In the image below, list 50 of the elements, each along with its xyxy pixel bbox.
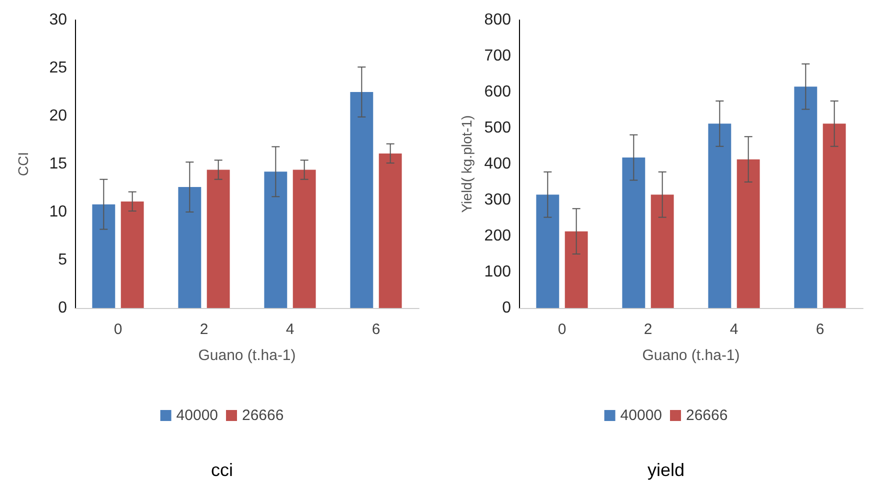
y-tick-label: 30 (49, 12, 68, 28)
y-tick-label: 300 (484, 192, 512, 208)
bar (264, 172, 288, 308)
bar (120, 201, 144, 308)
bar (622, 158, 646, 308)
y-axis-title: Yield( kg.plot-1) (458, 115, 474, 213)
x-tick-label: 4 (730, 321, 738, 338)
x-axis-title: Guano (t.ha-1) (642, 347, 740, 364)
bar (292, 170, 316, 308)
bar (536, 194, 560, 308)
legend-label: 40000 (176, 407, 218, 424)
x-tick-label: 6 (816, 321, 824, 338)
y-tick-label: 25 (49, 60, 68, 76)
bar (378, 153, 402, 308)
y-tick-label: 100 (484, 264, 512, 280)
y-tick-label: 200 (484, 228, 512, 244)
y-axis-title: CCI (15, 152, 31, 176)
bar (564, 231, 588, 308)
text: yield (647, 460, 685, 480)
bar (92, 204, 116, 308)
y-tick-label: 0 (502, 300, 512, 316)
bar (822, 124, 846, 308)
y-tick-label: 500 (484, 120, 512, 136)
bar (794, 86, 818, 308)
x-tick-label: 2 (644, 321, 652, 338)
x-tick-label: 4 (286, 321, 294, 338)
y-tick-label: 400 (484, 156, 512, 172)
bar (178, 187, 202, 308)
y-tick-label: 800 (484, 12, 512, 28)
bar (206, 170, 230, 308)
y-tick-label: 10 (49, 204, 68, 220)
y-tick-label: 700 (484, 48, 512, 64)
x-tick-label: 0 (114, 321, 122, 338)
legend-label: 40000 (620, 407, 662, 424)
x-tick-label: 0 (558, 321, 566, 338)
y-tick-label: 15 (49, 156, 68, 172)
bar (350, 92, 374, 308)
x-axis-title: Guano (t.ha-1) (198, 347, 296, 364)
bar (736, 159, 760, 308)
y-tick-label: 20 (49, 108, 68, 124)
y-tick-label: 600 (484, 84, 512, 100)
bar (708, 124, 732, 308)
y-tick-label: 5 (58, 252, 68, 268)
legend-label: 26666 (242, 407, 284, 424)
bar (650, 194, 674, 308)
x-tick-label: 2 (200, 321, 208, 338)
legend-label: 26666 (686, 407, 728, 424)
text: cci (211, 460, 233, 480)
x-tick-label: 6 (372, 321, 380, 338)
y-tick-label: 0 (58, 300, 68, 316)
